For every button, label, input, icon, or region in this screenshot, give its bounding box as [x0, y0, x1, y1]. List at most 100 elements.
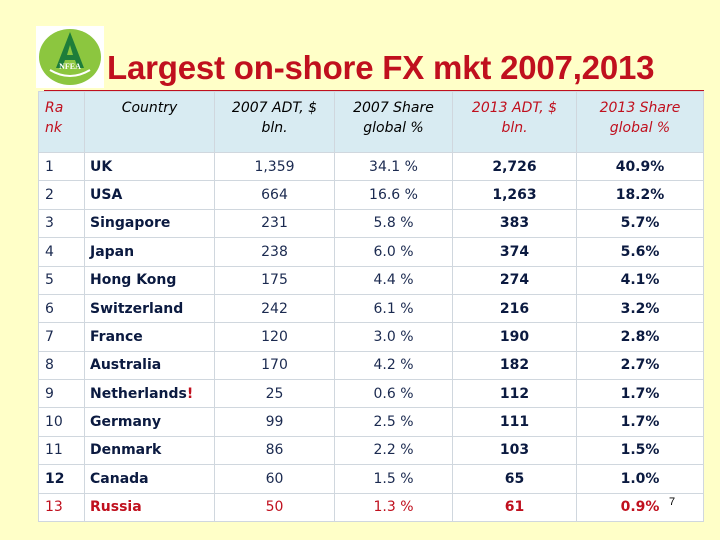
- country-cell-text: Germany: [90, 414, 162, 431]
- share-2007-cell-text: 0.6 %: [373, 385, 414, 402]
- rank-cell: 11: [38, 435, 85, 466]
- country-cell: Switzerland: [84, 293, 215, 324]
- share-2007-cell: 0.6 %: [334, 378, 453, 409]
- country-cell: Netherlands!: [84, 378, 215, 409]
- rank-cell-text: 5: [45, 272, 54, 289]
- country-cell-text: Japan: [90, 243, 135, 260]
- adt-2013-cell: 1,263: [452, 180, 577, 210]
- adt-2007-cell: 99: [214, 407, 335, 437]
- share-2013-cell: 5.6%: [576, 237, 704, 267]
- rank-cell-text: 6: [45, 300, 54, 317]
- adt-2007-cell: 86: [214, 435, 335, 466]
- adt-2007-cell: 242: [214, 293, 335, 324]
- share-2013-cell-text: 40.9%: [615, 158, 665, 175]
- share-2007-cell-text: 1.5 %: [373, 470, 414, 487]
- adt-2013-cell: 111: [452, 407, 577, 437]
- rank-cell-text: 8: [45, 357, 54, 374]
- share-2013-cell: 1.7%: [576, 407, 704, 437]
- country-cell-text: Singapore: [90, 215, 171, 232]
- adt-2013-cell: 182: [452, 350, 577, 381]
- header-country: Country: [84, 91, 215, 153]
- adt-2007-cell-text: 86: [265, 442, 284, 459]
- table-row: 9 Netherlands! 25 0.6 % 112 1.7%: [38, 378, 704, 409]
- adt-2007-cell-text: 25: [265, 385, 284, 402]
- adt-2013-cell: 374: [452, 237, 577, 267]
- country-cell-text: Canada: [90, 470, 149, 487]
- country-cell: Germany: [84, 407, 215, 437]
- rank-cell: 8: [38, 350, 85, 381]
- adt-2007-cell: 170: [214, 350, 335, 381]
- rank-cell: 6: [38, 293, 85, 324]
- share-2007-cell: 1.3 %: [334, 492, 453, 522]
- share-2007-cell: 4.4 %: [334, 265, 453, 295]
- country-cell-text: Hong Kong: [90, 272, 177, 289]
- table-row: 1 UK 1,359 34.1 % 2,726 40.9%: [38, 151, 704, 182]
- rank-cell: 9: [38, 378, 85, 409]
- share-2013-cell: 2.7%: [576, 350, 704, 381]
- adt-2013-cell-text: 65: [504, 470, 525, 487]
- share-2007-cell-text: 4.4 %: [373, 272, 414, 289]
- rank-cell: 2: [38, 180, 85, 210]
- adt-2013-cell-text: 190: [499, 328, 530, 345]
- rank-cell: 3: [38, 208, 85, 239]
- adt-2007-cell-text: 175: [261, 272, 288, 289]
- country-cell-text: Switzerland: [90, 300, 184, 317]
- table-row: 8 Australia 170 4.2 % 182 2.7%: [38, 350, 704, 381]
- share-2007-cell: 1.5 %: [334, 464, 453, 494]
- share-2013-cell-text: 1.7%: [620, 385, 660, 402]
- rank-cell-text: 3: [45, 215, 54, 232]
- adt-2007-cell-text: 1,359: [254, 158, 295, 175]
- country-cell: Russia: [84, 492, 215, 522]
- rank-cell-text: 1: [45, 158, 54, 175]
- share-2007-cell-text: 2.5 %: [373, 414, 414, 431]
- rank-cell-text: 9: [45, 385, 54, 402]
- share-2007-cell-text: 5.8 %: [373, 215, 414, 232]
- adt-2007-cell: 60: [214, 464, 335, 494]
- share-2013-cell-text: 3.2%: [620, 300, 660, 317]
- share-2013-cell: 5.7%: [576, 208, 704, 239]
- adt-2013-cell-text: 216: [499, 300, 530, 317]
- share-2013-cell-text: 2.8%: [620, 328, 660, 345]
- share-2013-cell: 1.5%: [576, 435, 704, 466]
- share-2013-cell: 3.2%: [576, 293, 704, 324]
- share-2007-cell-text: 4.2 %: [373, 357, 414, 374]
- share-2013-cell-text: 1.7%: [620, 414, 660, 431]
- adt-2007-cell: 238: [214, 237, 335, 267]
- rank-cell-text: 2: [45, 187, 54, 204]
- adt-2013-cell-text: 61: [504, 499, 525, 516]
- adt-2013-cell-text: 383: [499, 215, 530, 232]
- country-cell: France: [84, 322, 215, 352]
- share-2007-cell-text: 6.1 %: [373, 300, 414, 317]
- adt-2007-cell-text: 99: [265, 414, 284, 431]
- header-rank: Ra nk: [38, 91, 85, 153]
- table-row: 13 Russia 50 1.3 % 61 0.9%: [38, 492, 704, 522]
- adt-2013-cell-text: 103: [499, 442, 530, 459]
- rank-cell: 10: [38, 407, 85, 437]
- table-row: 7 France 120 3.0 % 190 2.8%: [38, 322, 704, 352]
- share-2007-cell: 6.0 %: [334, 237, 453, 267]
- country-cell-text: USA: [90, 187, 123, 204]
- adt-2007-cell-text: 664: [261, 187, 288, 204]
- country-cell-text: UK: [90, 158, 113, 175]
- share-2013-cell-text: 2.7%: [620, 357, 660, 374]
- title-divider: [44, 90, 704, 91]
- adt-2007-cell: 25: [214, 378, 335, 409]
- share-2007-cell-text: 6.0 %: [373, 243, 414, 260]
- header-share-2013: 2013 Share global %: [576, 91, 704, 153]
- adt-2007-cell-text: 231: [261, 215, 288, 232]
- adt-2013-cell: 216: [452, 293, 577, 324]
- adt-2013-cell-text: 2,726: [492, 158, 537, 175]
- adt-2013-cell-text: 182: [499, 357, 530, 374]
- share-2013-cell-text: 1.0%: [620, 470, 660, 487]
- country-cell: Singapore: [84, 208, 215, 239]
- share-2013-cell: 1.0%: [576, 464, 704, 494]
- country-cell-text: Denmark: [90, 442, 162, 459]
- table-row: 5 Hong Kong 175 4.4 % 274 4.1%: [38, 265, 704, 295]
- logo-text: NFEA: [59, 62, 81, 71]
- adt-2007-cell-text: 238: [261, 243, 288, 260]
- adt-2013-cell: 2,726: [452, 151, 577, 182]
- page-number: 7: [669, 496, 676, 508]
- share-2013-cell-text: 18.2%: [615, 187, 665, 204]
- fx-market-table: Ra nk Country 2007 ADT, $ bln. 2007 Shar…: [38, 91, 704, 522]
- country-cell: Hong Kong: [84, 265, 215, 295]
